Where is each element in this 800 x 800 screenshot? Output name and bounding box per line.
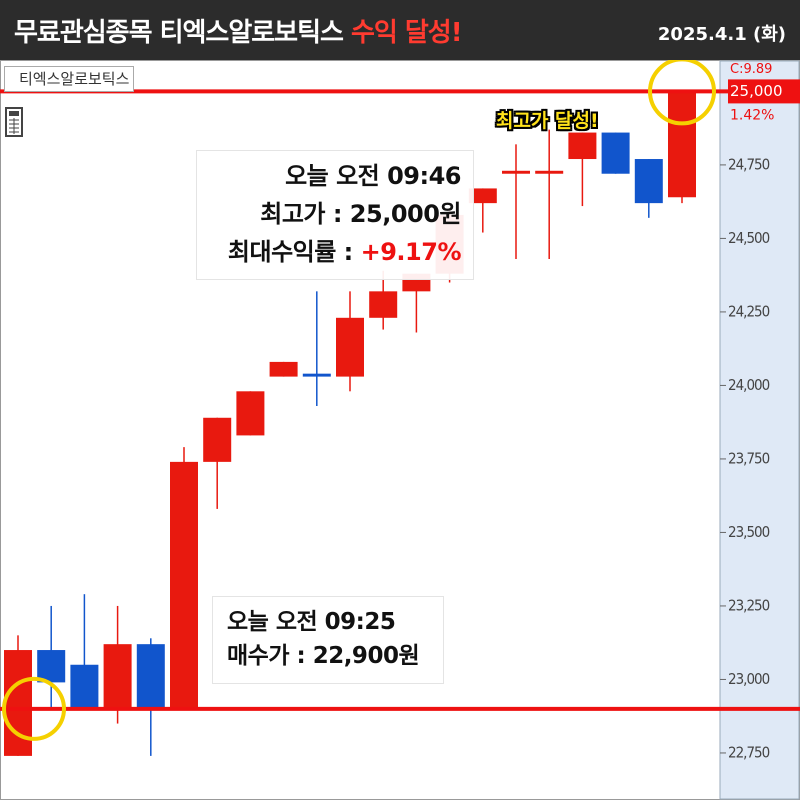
high-box: 오늘 오전 09:46 최고가 : 25,000원 최대수익률 : +9.17%: [196, 150, 474, 280]
candle-body: [103, 644, 132, 709]
candle-body: [70, 664, 99, 709]
calc-icon: [5, 107, 23, 137]
candle-body: [601, 132, 630, 174]
candle-body: [136, 644, 165, 709]
highlight-circle: [648, 60, 716, 126]
y-tick-label: 24,000: [728, 376, 770, 394]
return-value: +9.17%: [360, 238, 462, 266]
date: 2025.4.1 (화): [657, 24, 786, 45]
candle-body: [336, 317, 364, 377]
title: 무료관심종목 티엑스알로보틱스 수익 달성!: [14, 12, 463, 49]
title-text: 무료관심종목 티엑스알로보틱스: [14, 18, 344, 48]
candle-body: [535, 170, 564, 174]
candle-body: [203, 417, 232, 462]
title-highlight: 수익 달성!: [351, 18, 463, 48]
buy-time: 오늘 오전 09:25: [227, 609, 396, 635]
y-tick-label: 23,000: [728, 670, 770, 688]
y-tick-label: 24,250: [728, 302, 770, 320]
candle-body: [502, 170, 530, 174]
candle-body: [302, 373, 331, 377]
y-tick-label: 24,750: [728, 155, 770, 173]
price-badge: [728, 79, 800, 104]
high-note: 최고가 달성!: [496, 110, 599, 132]
y-tick-label: 23,250: [728, 596, 770, 614]
candle-body: [170, 461, 198, 709]
buy-box: 오늘 오전 09:25 매수가 : 22,900원: [212, 596, 444, 684]
highlight-circle: [2, 676, 66, 741]
y-tick-label: 23,750: [728, 449, 770, 467]
change-text: C:9.89: [730, 62, 772, 77]
price-badge-text: 25,000: [730, 82, 783, 100]
candle-body: [568, 132, 597, 160]
candle-body: [668, 91, 696, 198]
return-label: 최대수익률 :: [227, 238, 361, 266]
return: 최대수익률 : +9.17%: [197, 233, 462, 271]
y-tick-label: 24,500: [728, 229, 770, 247]
high-time: 오늘 오전 09:46: [285, 162, 461, 190]
header: 무료관심종목 티엑스알로보틱스 수익 달성! 2025.4.1 (화): [0, 0, 800, 60]
stock-label: 티엑스알로보틱스: [4, 66, 135, 92]
buy-price: 매수가 : 22,900원: [227, 643, 420, 669]
candle-body: [369, 291, 398, 318]
y-tick-label: 23,500: [728, 523, 770, 541]
candle-body: [236, 391, 265, 436]
y-tick-label: 22,750: [728, 743, 770, 761]
candle-body: [634, 159, 663, 204]
candle-body: [37, 650, 66, 683]
candle-body: [269, 361, 298, 377]
candle-body: [468, 188, 497, 204]
axis-panel: [719, 60, 800, 800]
percent-text: 1.42%: [730, 107, 774, 123]
high-price: 최고가 : 25,000원: [260, 200, 461, 228]
